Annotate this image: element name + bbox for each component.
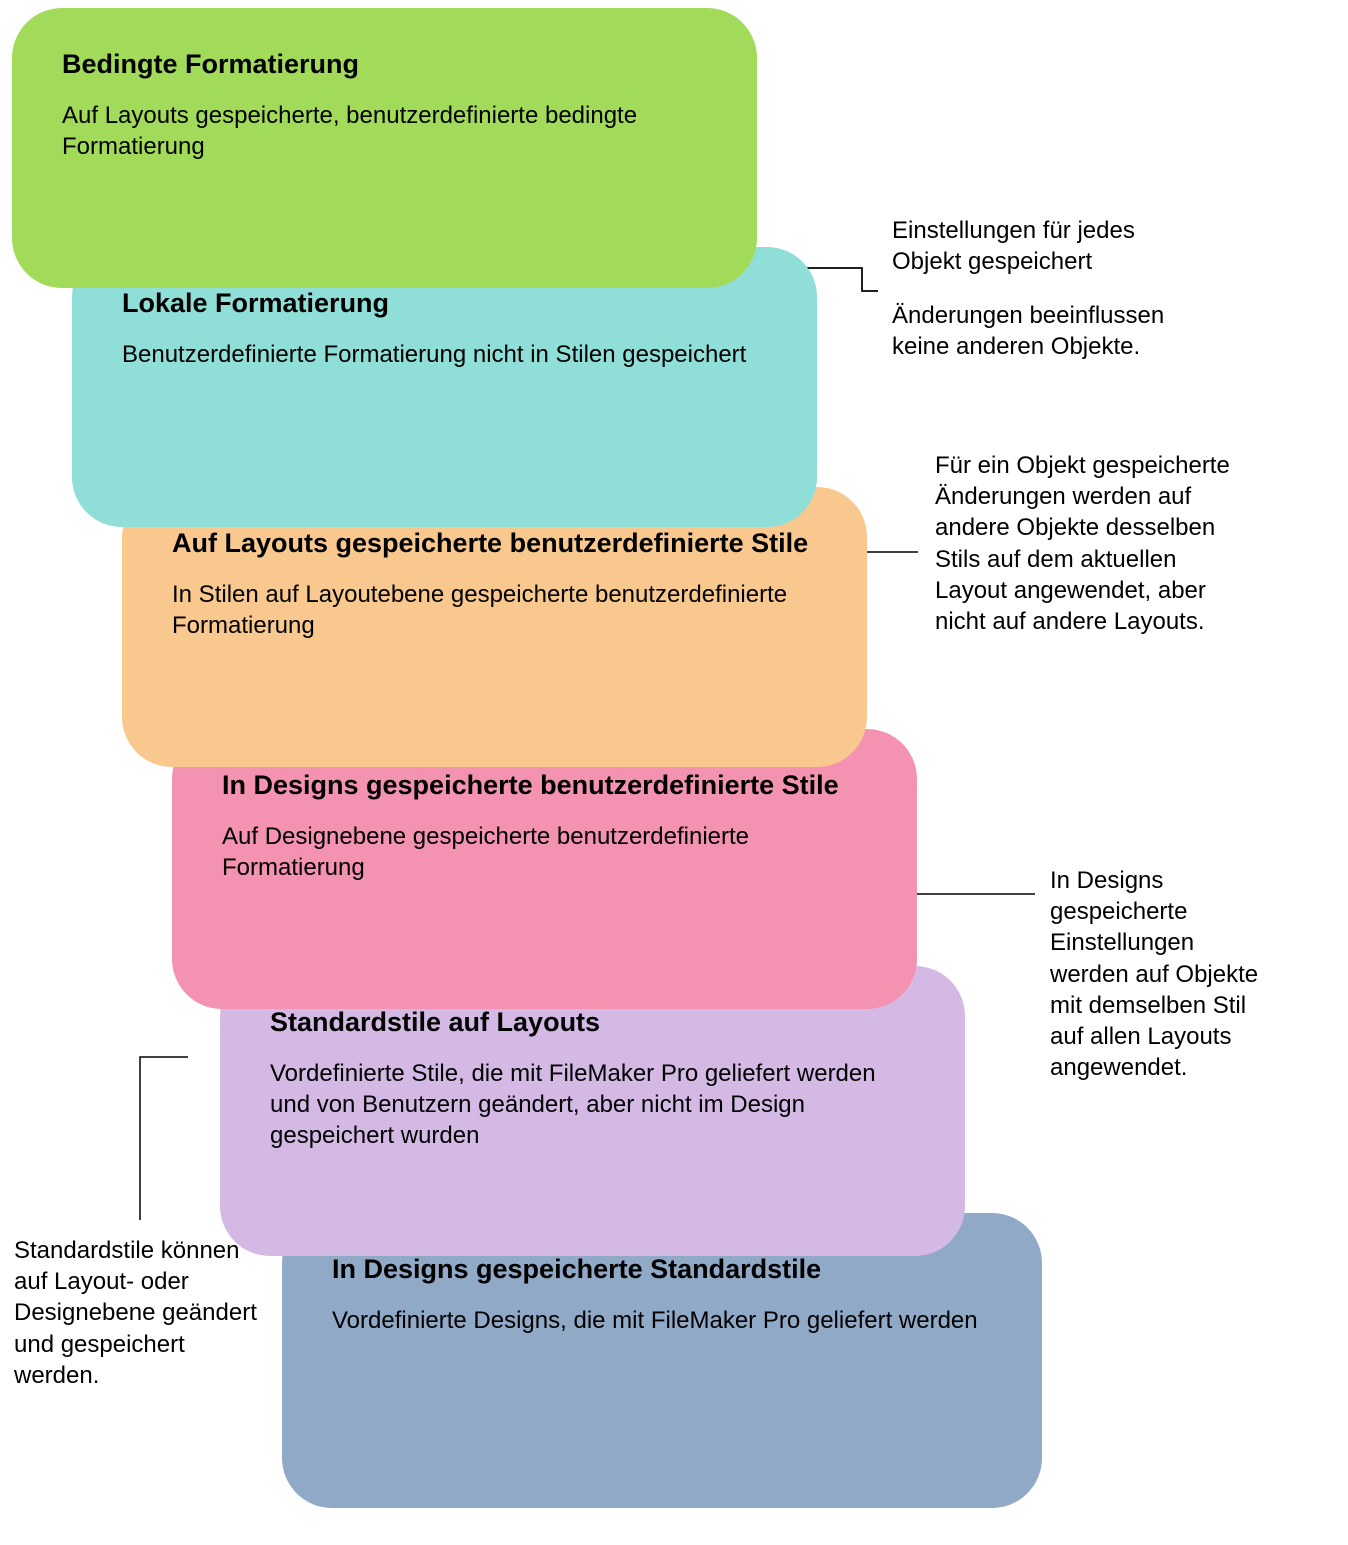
card-title: Bedingte Formatierung	[62, 48, 707, 82]
card-desc: Vordefinierte Stile, die mit FileMaker P…	[270, 1058, 915, 1152]
card-local: Lokale Formatierung Benutzerdefinierte F…	[72, 247, 817, 527]
card-title: In Designs gespeicherte benutzerdefinier…	[222, 769, 867, 803]
annot-same-style-layout: Für ein Objekt gespeicherte Änderungen w…	[935, 450, 1235, 637]
card-layout-styles: Auf Layouts gespeicherte benutzerdefinie…	[122, 487, 867, 767]
card-title: Standardstile auf Layouts	[270, 1006, 915, 1040]
card-title: In Designs gespeicherte Standardstile	[332, 1253, 992, 1287]
card-standard-layout: Standardstile auf Layouts Vordefinierte …	[220, 966, 965, 1256]
annot-standard-styles: Standardstile können auf Layout- oder De…	[14, 1235, 274, 1391]
card-standard-design: In Designs gespeicherte Standardstile Vo…	[282, 1213, 1042, 1508]
annot-no-other-objects: Änderungen beeinflussen keine anderen Ob…	[892, 300, 1212, 362]
card-desc: Auf Designebene gespeicherte benutzerdef…	[222, 821, 867, 883]
diagram-stage: In Designs gespeicherte Standardstile Vo…	[0, 0, 1348, 1545]
annot-settings-per-object: Einstellungen für jedes Objekt gespeiche…	[892, 215, 1192, 277]
annot-all-layouts: In Designs gespeicherte Einstellungen we…	[1050, 865, 1260, 1083]
card-desc: Benutzerdefinierte Formatierung nicht in…	[122, 339, 767, 370]
card-desc: In Stilen auf Layoutebene gespeicherte b…	[172, 579, 817, 641]
card-title: Lokale Formatierung	[122, 287, 767, 321]
card-desc: Auf Layouts gespeicherte, benutzerdefini…	[62, 100, 707, 162]
card-title: Auf Layouts gespeicherte benutzerdefinie…	[172, 527, 817, 561]
connector-path	[140, 1057, 188, 1220]
card-design-styles: In Designs gespeicherte benutzerdefinier…	[172, 729, 917, 1009]
card-conditional: Bedingte Formatierung Auf Layouts gespei…	[12, 8, 757, 288]
card-desc: Vordefinierte Designs, die mit FileMaker…	[332, 1305, 992, 1336]
